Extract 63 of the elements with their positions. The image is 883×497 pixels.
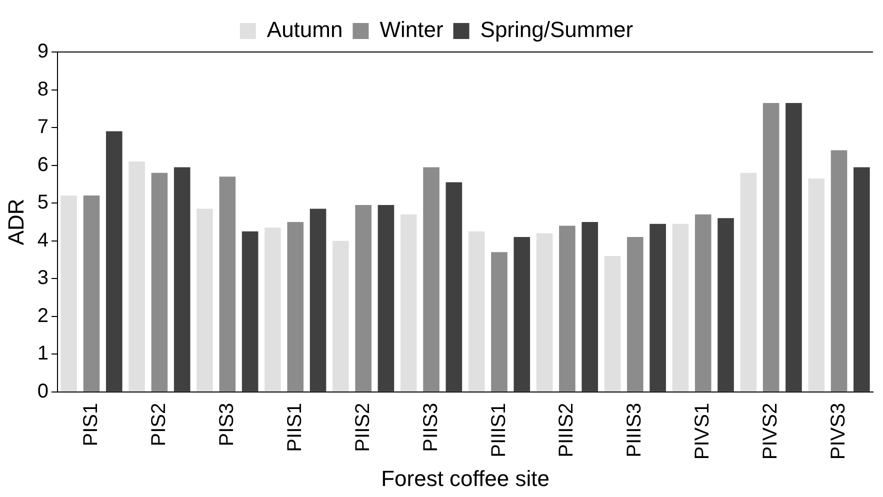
bar <box>378 204 394 392</box>
bar <box>808 178 825 392</box>
bar <box>536 233 553 392</box>
bar <box>582 222 598 392</box>
bar <box>423 167 440 392</box>
x-tick-label: PIIS2 <box>352 402 374 452</box>
bar <box>786 102 802 392</box>
bar <box>672 224 689 392</box>
y-tick-label: 0 <box>37 380 49 402</box>
bar <box>242 231 258 392</box>
bar <box>740 172 757 392</box>
y-tick-label: 8 <box>37 78 49 100</box>
bar <box>650 224 666 392</box>
bar <box>491 252 508 392</box>
bar <box>151 172 168 392</box>
bar <box>264 228 281 392</box>
bar <box>830 150 848 392</box>
bar <box>627 237 644 392</box>
bar <box>718 218 734 392</box>
x-tick-label: PIIIS2 <box>556 402 578 458</box>
bar <box>514 237 530 392</box>
x-tick-label: PIIIS1 <box>488 402 510 458</box>
bar <box>174 167 190 392</box>
bar <box>854 167 870 392</box>
legend-label: Autumn <box>266 17 343 42</box>
bar <box>468 231 485 392</box>
bar <box>219 176 236 392</box>
bar <box>310 208 326 392</box>
x-tick-label: PIIS1 <box>284 402 306 452</box>
bar <box>355 204 372 392</box>
bar <box>446 182 462 392</box>
bar <box>694 214 712 392</box>
bar <box>332 240 349 392</box>
x-tick-label: PIVS3 <box>828 402 850 460</box>
y-tick-label: 4 <box>37 229 49 252</box>
y-tick-label: 1 <box>37 342 49 365</box>
bar <box>106 131 122 392</box>
bar <box>604 256 621 392</box>
y-tick-label: 2 <box>37 304 49 327</box>
y-tick-label: 5 <box>37 192 49 214</box>
x-tick-label: PIVS1 <box>692 402 714 460</box>
bar <box>400 214 417 392</box>
y-tick-label: 3 <box>37 267 49 290</box>
x-tick-label: PIIS3 <box>420 402 442 452</box>
legend-label: Spring/Summer <box>480 17 634 42</box>
bar <box>83 196 100 392</box>
x-tick-label: PIS2 <box>148 402 170 446</box>
y-tick-label: 7 <box>37 116 49 138</box>
y-tick-label: 6 <box>37 154 49 176</box>
x-tick-label: PIVS2 <box>760 402 782 460</box>
y-axis-title: ADR <box>3 198 28 246</box>
bar <box>128 162 145 392</box>
x-axis-title: Forest coffee site <box>381 466 550 491</box>
bar <box>559 226 576 392</box>
legend-label: Winter <box>380 17 444 42</box>
x-tick-label: PIS1 <box>80 402 102 446</box>
x-tick-label: PIIIS3 <box>624 402 646 458</box>
bar <box>287 222 304 392</box>
bar <box>60 196 78 392</box>
x-tick-label: PIS3 <box>216 402 238 446</box>
bar <box>762 102 780 392</box>
bar <box>196 208 213 392</box>
y-tick-label: 9 <box>37 40 49 63</box>
